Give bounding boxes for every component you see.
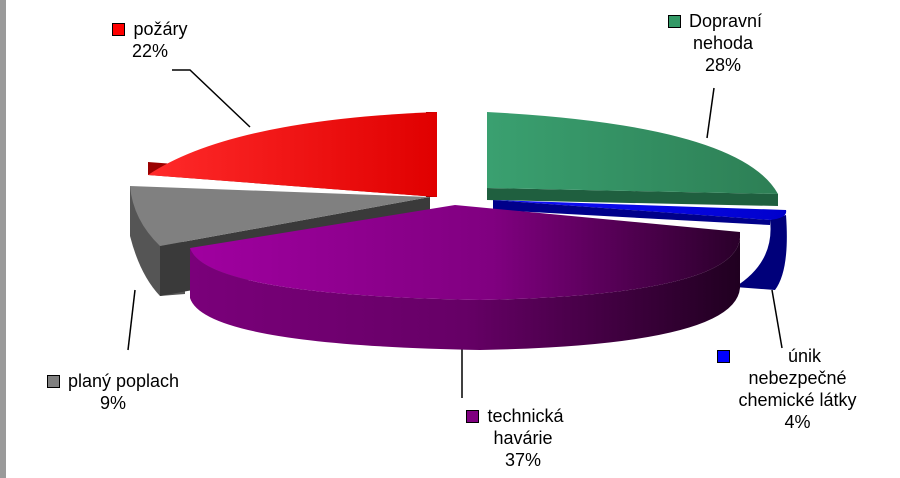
label-plany: planý poplach 9% [18,370,208,414]
swatch-blue-icon [717,349,730,363]
swatch-red-icon [112,22,126,36]
label-pozary-name: požáry [133,19,188,39]
swatch-gray-icon [46,374,60,388]
slice-pozary [148,112,437,197]
label-pozary: požáry 22% [90,18,210,62]
slice-unik-latky [493,200,787,290]
label-unik-line3: chemické látky [738,390,857,410]
leader-line-pozary [172,69,251,128]
swatch-purple-icon [466,409,480,423]
label-unik-line1: únik [788,346,822,366]
label-plany-name: planý poplach [67,371,180,391]
left-border [0,0,6,478]
label-plany-pct: 9% [99,393,126,413]
slice-technicka-havarie [190,205,740,350]
label-technicka: technická havárie 37% [440,405,590,471]
label-doprava-line2: nehoda [692,33,754,53]
label-technicka-line1: technická [487,406,564,426]
leader-line-plany [127,289,136,351]
label-pozary-pct: 22% [131,41,169,61]
leader-line-doprava [706,87,715,139]
label-technicka-line2: havárie [493,428,553,448]
label-doprava: Dopravní nehoda 28% [640,10,790,76]
swatch-green-icon [667,14,681,28]
label-technicka-pct: 37% [504,450,542,470]
slice-dopravni-nehoda [487,112,778,206]
leader-line-unik [771,289,783,349]
label-unik: únik nebezpečné chemické látky 4% [705,345,890,433]
label-unik-line2: nebezpečné [748,368,847,388]
label-doprava-line1: Dopravní [688,11,763,31]
label-unik-pct: 4% [784,412,811,432]
label-doprava-pct: 28% [704,55,742,75]
